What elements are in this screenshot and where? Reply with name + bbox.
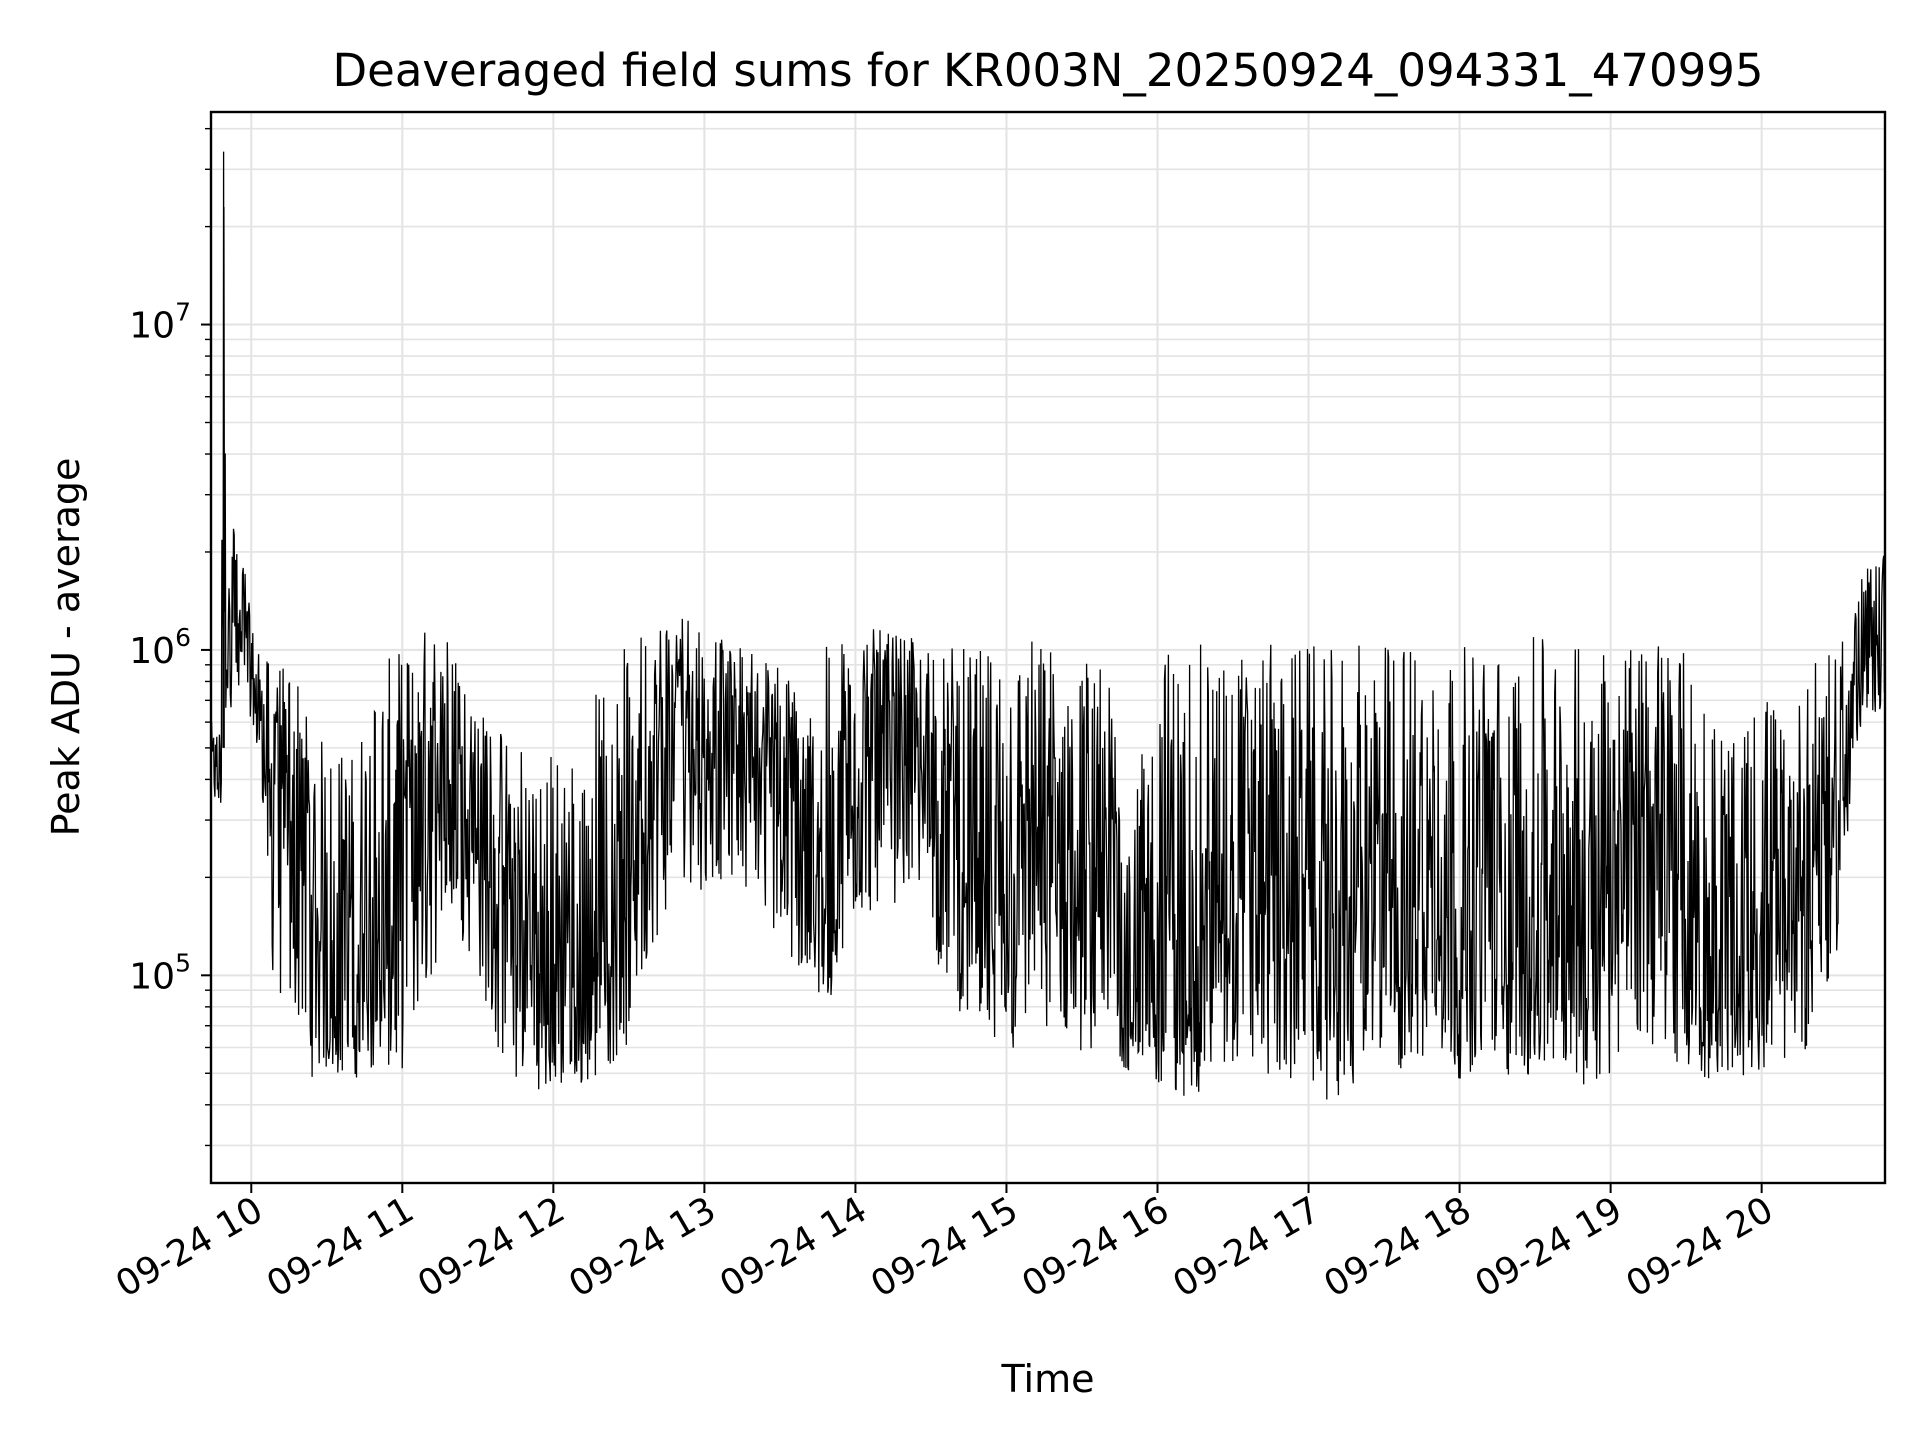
chart-title: Deaveraged field sums for KR003N_2025092… bbox=[333, 44, 1764, 97]
series-layer bbox=[211, 151, 1885, 1100]
plot-frame bbox=[209, 110, 1887, 1185]
y-tick-label: 105 bbox=[129, 948, 191, 997]
x-axis-label: Time bbox=[1001, 1357, 1095, 1401]
y-tick-label: 106 bbox=[129, 623, 191, 672]
y-tick-label: 107 bbox=[129, 298, 191, 347]
y-axis: 105 106 107 bbox=[129, 127, 211, 1147]
series-line bbox=[211, 151, 1885, 1100]
y-axis-label: Peak ADU - average bbox=[44, 458, 88, 837]
